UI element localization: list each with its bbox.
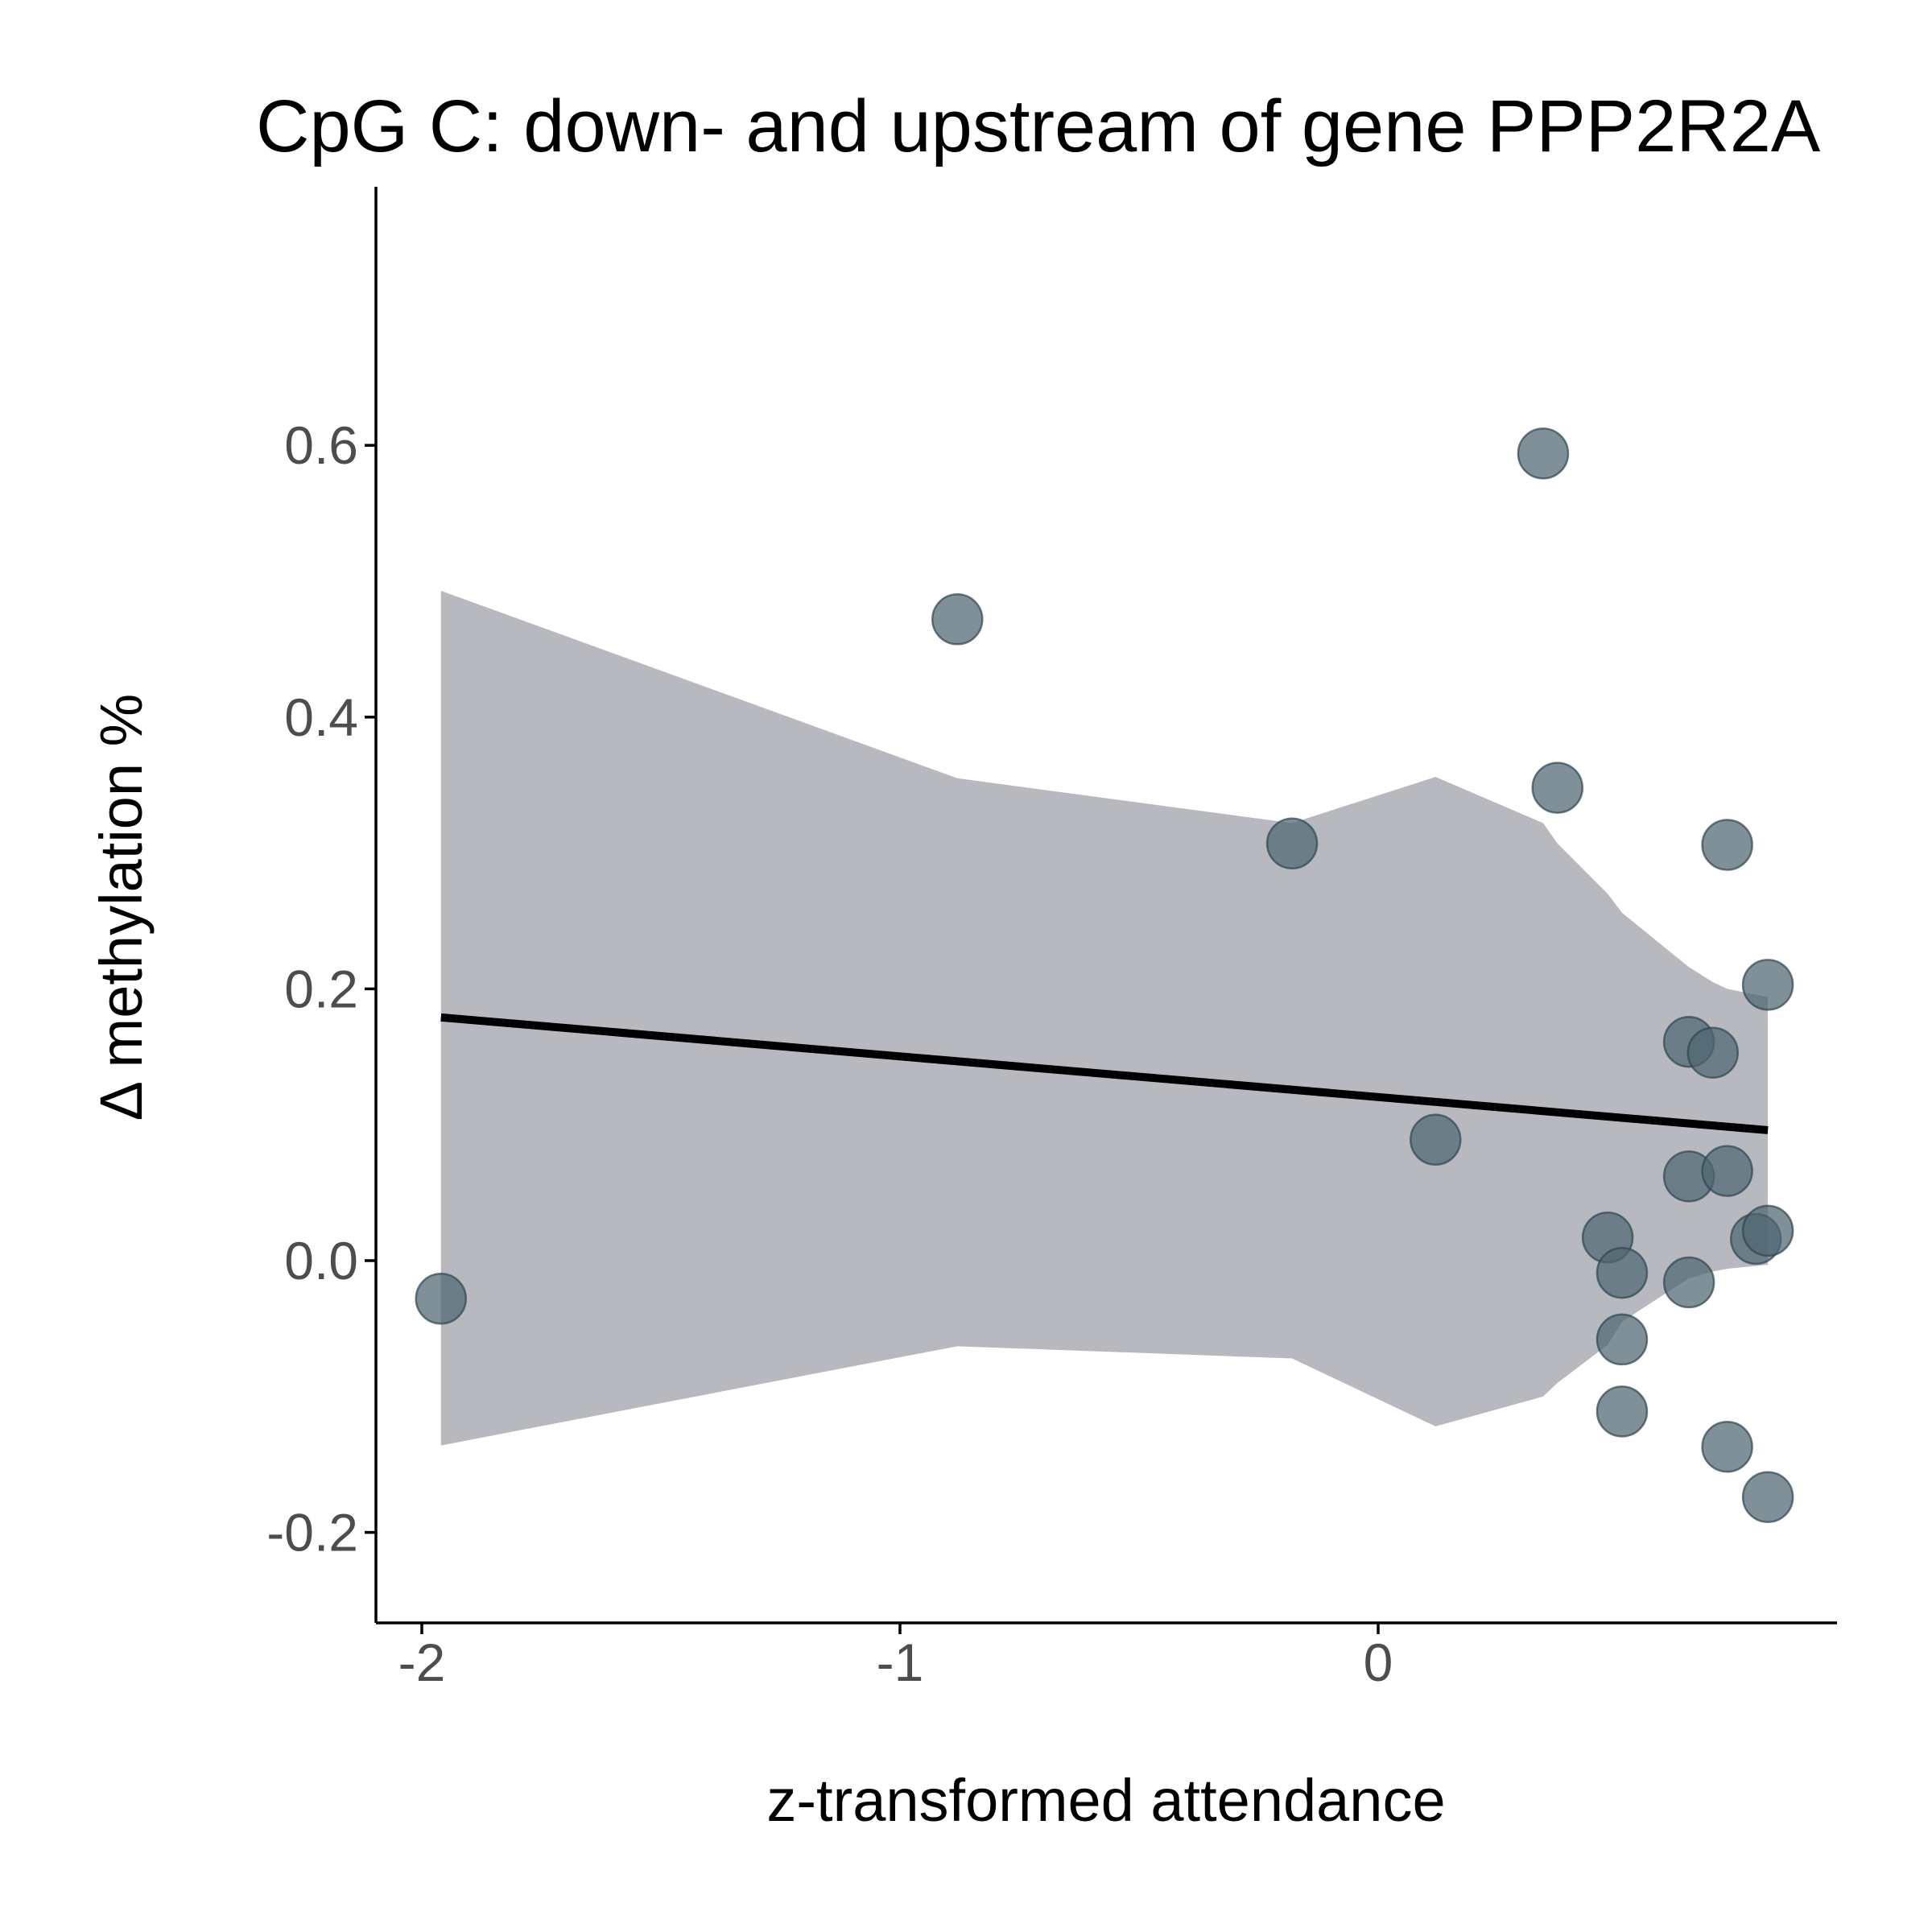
data-point bbox=[1410, 1113, 1462, 1166]
data-point bbox=[1701, 819, 1753, 871]
confidence-band bbox=[440, 590, 1769, 1446]
data-point bbox=[415, 1273, 468, 1325]
chart-title: CpG C: down- and upstream of gene PPP2R2… bbox=[256, 85, 1821, 167]
x-tick-label: -1 bbox=[877, 1633, 924, 1692]
axes: -2 -1 0 -0.2 0.0 0.2 0.4 0.6 bbox=[266, 187, 1837, 1692]
data-point bbox=[1701, 1421, 1753, 1473]
data-point bbox=[1686, 1026, 1740, 1079]
data-point bbox=[1596, 1313, 1649, 1366]
x-tick-label: -2 bbox=[398, 1633, 446, 1692]
y-tick-label: 0.6 bbox=[284, 415, 358, 475]
data-point bbox=[1517, 427, 1570, 480]
x-tick-label: 0 bbox=[1364, 1633, 1393, 1692]
y-tick-label: -0.2 bbox=[266, 1503, 358, 1563]
data-point bbox=[1596, 1385, 1649, 1438]
data-point bbox=[1265, 817, 1319, 870]
fit-line-layer bbox=[440, 1013, 1769, 1134]
y-axis-ticks: -0.2 0.0 0.2 0.4 0.6 bbox=[266, 415, 376, 1563]
data-point bbox=[1531, 762, 1583, 814]
data-point bbox=[931, 593, 984, 646]
data-point bbox=[1701, 1145, 1753, 1197]
data-point bbox=[1662, 1256, 1715, 1309]
data-point bbox=[1741, 1471, 1794, 1523]
data-points-layer bbox=[415, 427, 1794, 1523]
x-axis-title: z-transformed attendance bbox=[766, 1767, 1445, 1834]
x-axis-ticks: -2 -1 0 bbox=[398, 1623, 1393, 1692]
y-tick-label: 0.4 bbox=[284, 687, 358, 747]
confidence-band-layer bbox=[440, 590, 1769, 1446]
y-tick-label: 0.0 bbox=[284, 1231, 358, 1290]
data-point bbox=[1596, 1246, 1649, 1299]
y-axis-title: Δ methylation % bbox=[88, 694, 155, 1121]
data-point bbox=[1741, 1204, 1794, 1257]
data-point bbox=[1741, 959, 1794, 1011]
regression-line bbox=[440, 1013, 1769, 1134]
y-tick-label: 0.2 bbox=[284, 959, 358, 1018]
